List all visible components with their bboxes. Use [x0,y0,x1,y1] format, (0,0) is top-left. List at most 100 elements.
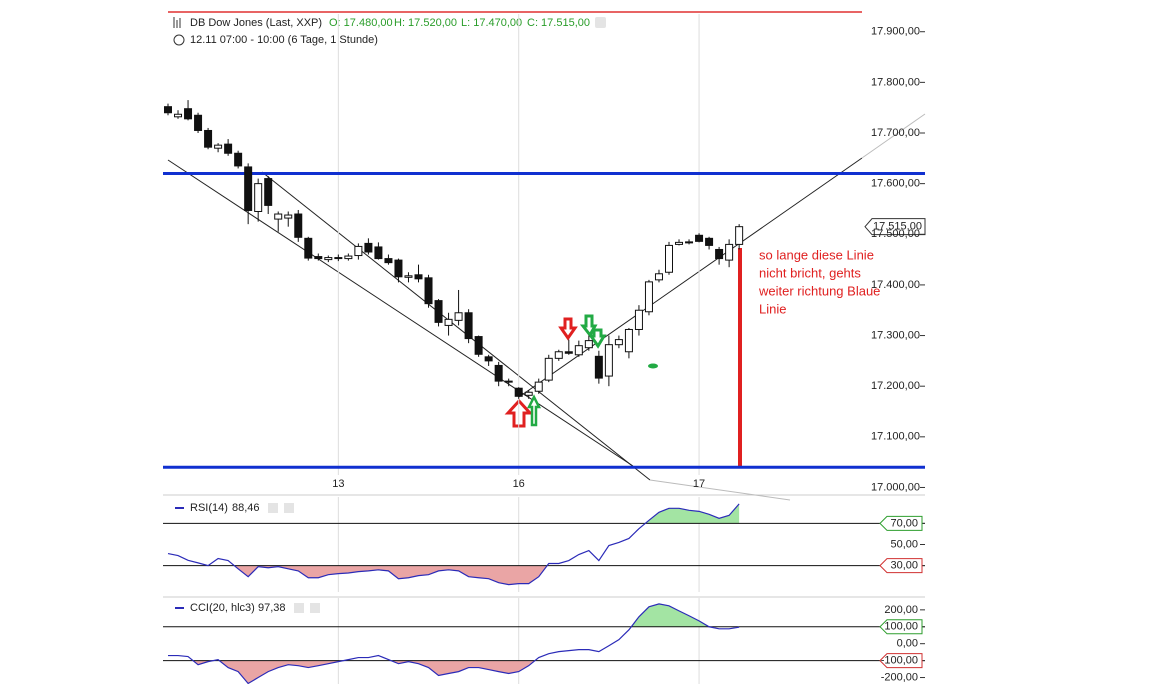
candle-body [464,312,473,340]
arrow-up-green [526,394,542,427]
trend-line-extension [649,479,791,501]
candle-body [264,178,273,206]
arrow-down-green [588,328,607,349]
level-tick-box [879,619,923,635]
candle-body [414,274,423,280]
ohlc-label: O: 17.480,00 [329,17,393,29]
candle-body [474,336,483,355]
close-button[interactable] [284,503,294,513]
annotation: so lange diese Linie [759,247,874,262]
level-tick-box [879,653,923,669]
level-tick-box [879,558,923,574]
close-button[interactable] [310,603,320,613]
y-tick-label: 17.200,00 [871,380,920,392]
candle-body [284,214,293,219]
chart-title: DB Dow Jones (Last, XXP) [190,17,322,29]
y-tick-label: 17.800,00 [871,76,920,88]
candle-body [204,129,213,148]
indicator-value: 88,46 [232,502,260,514]
candle-body [424,277,433,305]
candle-body [554,351,563,359]
candle-body [174,113,183,118]
chart-subtitle: 12.11 07:00 - 10:00 (6 Tage, 1 Stunde) [190,34,378,46]
candle-body [604,344,613,377]
candle-body [234,152,243,167]
candle-body [454,312,463,321]
candle-body [214,144,223,149]
x-tick-label: 17 [693,478,705,490]
candle-body [444,318,453,326]
candle-body [564,351,573,354]
candle-body [524,391,533,396]
last-price-label: 17.515,00 [873,221,922,233]
candle-body [544,357,553,381]
level-fill [193,660,535,684]
icon-clock [173,34,185,46]
candle-body [364,242,373,253]
candle-body [244,166,253,211]
indicator-line [167,503,740,586]
indicator-name: RSI(14) [190,502,228,514]
candle-body [644,281,653,313]
candle-body [294,213,303,238]
candle-body [314,256,323,260]
candle-body [494,364,503,382]
candle-body [634,309,643,330]
candle-body [164,106,172,114]
candle-body [514,387,523,397]
y-tick-label: 17.000,00 [871,481,920,493]
settings-button[interactable] [595,17,606,28]
candle-body [324,257,333,261]
candle-body [394,259,403,278]
candle-body [344,255,353,260]
level-fill [234,565,548,585]
x-tick-label: 16 [513,478,525,490]
candle-body [304,237,313,259]
trend-line [167,159,634,467]
indicator-value: 97,38 [258,602,286,614]
candle-body [224,143,233,154]
candle-body [665,244,673,273]
level-fill [168,603,740,627]
trend-line [261,171,651,481]
y-tick-label: 17.400,00 [871,279,920,291]
indicator-name: CCI(20, hlc3) [190,602,255,614]
candle-body [504,380,513,383]
x-tick-label: 13 [332,478,344,490]
y-tick-label: 17.600,00 [871,178,920,190]
candle-body [184,108,193,120]
icon-bars [173,17,181,28]
settings-button[interactable] [268,503,278,513]
y-tick-label: 30,00 [890,560,918,572]
arrow-down-red [558,317,578,341]
drawings [167,113,926,501]
candle-body [675,241,684,245]
annotation: nicht bricht, gehts [759,265,861,280]
y-tick-label: 17.900,00 [871,26,920,38]
candle-body [274,213,283,220]
candle-body [735,226,744,245]
candle-body [354,245,363,257]
candle-body [434,300,443,323]
candle-body [334,257,343,260]
candle-body [384,258,393,264]
candle-body [695,234,704,242]
y-tick-label: 17.700,00 [871,127,920,139]
candle-body [685,241,694,244]
y-tick-label: -100,00 [881,655,918,667]
candle-body [624,328,633,353]
y-tick-label: 17.500,00 [871,228,920,240]
y-tick-label: 50,00 [890,538,918,550]
candle-body [725,243,734,261]
candle-body [614,339,623,346]
settings-button[interactable] [294,603,304,613]
candle-body [654,273,663,281]
candle-body [584,340,593,349]
last-price-marker [864,218,926,236]
candle-body [254,183,263,212]
y-tick-label: 17.100,00 [871,431,920,443]
level-tick-box [879,515,923,531]
candle-body [534,381,543,392]
y-tick-label: 100,00 [884,621,918,633]
ohlc-label: L: 17.470,00 [461,17,522,29]
